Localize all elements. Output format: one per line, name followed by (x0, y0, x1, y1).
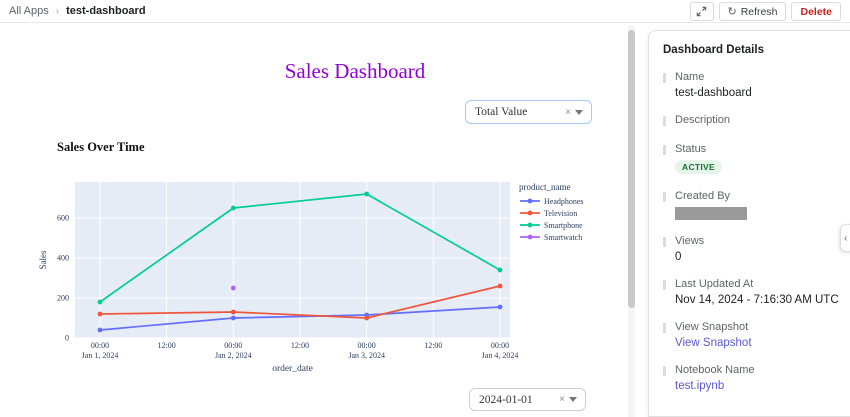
breadcrumb-current-page: test-dashboard (66, 5, 146, 17)
expand-icon (696, 6, 707, 17)
chart-legend: product_name Headphones Television Smartph… (519, 182, 584, 243)
breadcrumb-separator-icon: › (55, 5, 60, 17)
delete-button-label: Delete (800, 5, 832, 18)
refresh-button[interactable]: ↻ Refresh (718, 2, 787, 21)
legend-item-smartwatch[interactable]: Smartwatch (519, 231, 584, 243)
detail-field-view-snapshot: View Snapshot View Snapshot (663, 321, 844, 349)
field-label: Notebook Name (675, 364, 755, 376)
panel-collapse-handle[interactable]: ‹ (840, 224, 850, 252)
svg-text:12:00: 12:00 (158, 341, 176, 350)
field-value: Nov 14, 2024 - 7:16:30 AM UTC (675, 294, 839, 306)
sales-over-time-chart: 0 200 400 600 00:00 12:00 00:00 12:00 00:00 12:00… (38, 182, 519, 374)
detail-field-name: Name test-dashboard (663, 71, 844, 99)
scrollbar-thumb[interactable] (628, 30, 635, 308)
field-link[interactable]: View Snapshot (675, 337, 752, 349)
svg-text:00:00: 00:00 (491, 341, 509, 350)
svg-text:12:00: 12:00 (291, 341, 309, 350)
svg-text:order_date: order_date (272, 364, 313, 374)
clear-icon[interactable]: × (565, 106, 571, 118)
clear-icon[interactable]: × (559, 394, 565, 405)
breadcrumb: All Apps › test-dashboard (0, 5, 146, 17)
field-marker-bar (663, 145, 666, 155)
field-marker-bar (663, 323, 666, 333)
legend-item-television[interactable]: Television (519, 207, 584, 219)
field-value: 0 (675, 251, 682, 263)
content-scrollbar[interactable] (628, 26, 635, 417)
status-badge: ACTIVE (675, 160, 722, 174)
page-title: Sales Dashboard (284, 59, 426, 83)
refresh-icon: ↻ (727, 6, 737, 18)
chevron-left-icon: ‹ (844, 232, 848, 244)
field-label: Name (675, 71, 705, 83)
detail-field-description: Description (663, 114, 844, 128)
field-label: Views (675, 235, 705, 247)
breadcrumb-all-apps[interactable]: All Apps (9, 5, 49, 17)
field-label: Last Updated At (675, 278, 754, 290)
legend-label: Television (544, 208, 578, 218)
svg-text:Jan 2, 2024: Jan 2, 2024 (215, 351, 252, 360)
field-value: test-dashboard (675, 87, 752, 99)
chart-title: Sales Over Time (57, 140, 145, 154)
field-marker-bar (663, 366, 666, 376)
date-filter-dropdown[interactable]: 2024-01-01 × (469, 388, 586, 411)
dashboard-details-panel: Dashboard Details Name test-dashboard Desc… (648, 30, 850, 417)
legend-item-smartphone[interactable]: Smartphone (519, 219, 584, 231)
total-value-filter-value: Total Value (475, 106, 528, 118)
field-label: View Snapshot (675, 321, 749, 333)
svg-text:200: 200 (57, 294, 69, 303)
detail-field-views: Views 0 (663, 235, 844, 263)
svg-text:00:00: 00:00 (91, 341, 109, 350)
details-panel-title: Dashboard Details (663, 44, 764, 56)
field-marker-bar (663, 73, 666, 83)
total-value-filter-dropdown[interactable]: Total Value × (465, 100, 592, 124)
chevron-down-icon[interactable] (569, 397, 577, 402)
field-label: Created By (675, 190, 731, 202)
legend-marker-icon (520, 222, 540, 228)
svg-text:00:00: 00:00 (224, 341, 242, 350)
svg-text:400: 400 (57, 254, 69, 263)
svg-text:00:00: 00:00 (358, 341, 376, 350)
redacted-value (675, 207, 747, 220)
svg-text:Jan 4, 2024: Jan 4, 2024 (482, 351, 519, 360)
expand-button[interactable] (689, 2, 714, 21)
field-link[interactable]: test.ipynb (675, 380, 725, 392)
delete-button[interactable]: Delete (791, 2, 841, 21)
date-filter-value: 2024-01-01 (479, 393, 533, 406)
legend-title: product_name (519, 182, 571, 192)
legend-item-headphones[interactable]: Headphones (519, 195, 584, 207)
svg-text:Sales: Sales (38, 250, 48, 269)
field-marker-bar (663, 192, 666, 202)
field-marker-bar (663, 280, 666, 290)
field-marker-bar (663, 237, 666, 247)
chevron-down-icon[interactable] (575, 109, 583, 115)
detail-field-notebook-name: Notebook Name test.ipynb (663, 364, 844, 392)
refresh-button-label: Refresh (740, 5, 778, 18)
field-label: Status (675, 143, 707, 155)
legend-label: Headphones (544, 196, 584, 206)
details-fields: Name test-dashboard Description Status ACTIV… (663, 71, 844, 392)
svg-text:12:00: 12:00 (424, 341, 442, 350)
detail-field-last-updated-at: Last Updated At Nov 14, 2024 - 7:16:30 AM… (663, 278, 844, 306)
legend-label: Smartwatch (544, 232, 583, 242)
svg-text:Jan 1, 2024: Jan 1, 2024 (82, 351, 119, 360)
svg-text:Jan 3, 2024: Jan 3, 2024 (348, 351, 385, 360)
detail-field-created-by: Created By (663, 190, 844, 220)
field-marker-bar (663, 116, 666, 126)
legend-marker-icon (520, 234, 540, 240)
svg-text:600: 600 (57, 214, 69, 223)
top-bar: All Apps › test-dashboard ↻ Refresh Dele… (0, 0, 850, 23)
legend-label: Smartphone (544, 220, 583, 230)
field-label: Description (675, 114, 731, 126)
legend-marker-icon (520, 210, 540, 216)
toolbar: ↻ Refresh Delete (689, 2, 841, 21)
detail-field-status: Status ACTIVE (663, 143, 844, 175)
legend-marker-icon (520, 198, 540, 204)
svg-text:0: 0 (65, 334, 69, 343)
